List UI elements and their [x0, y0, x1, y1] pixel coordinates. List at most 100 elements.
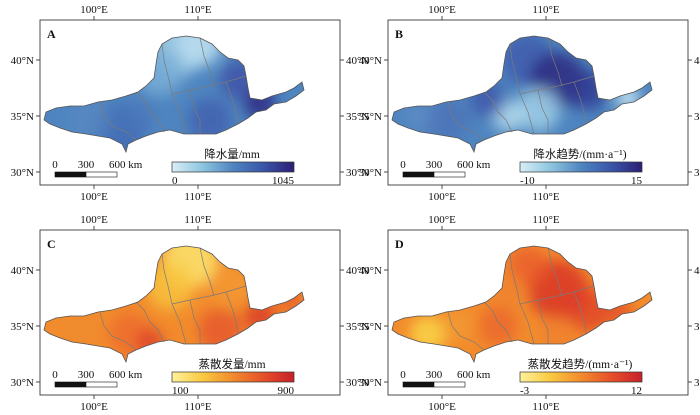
lat-label-left: 40°N: [359, 55, 382, 67]
colorbar-ramp: [519, 371, 643, 383]
colorbar-max: 1045: [272, 175, 295, 187]
lon-label-top: 100°E: [80, 4, 108, 16]
lat-label-right: 30°N: [694, 377, 700, 389]
value-patch: [516, 88, 560, 132]
colorbar: 降水量/mm 0 1045: [171, 147, 295, 187]
scale-label-300: 300: [78, 159, 95, 171]
lon-label-bottom: 110°E: [532, 191, 559, 203]
colorbar-min: -3: [520, 385, 530, 397]
colorbar-min: 100: [172, 385, 189, 397]
province-boundary: [189, 299, 201, 344]
lon-label-top: 100°E: [428, 214, 456, 226]
scale-label-600: 600 km: [109, 159, 143, 171]
province-boundary: [135, 301, 165, 343]
lon-label-top: 110°E: [184, 4, 211, 16]
scale-label-300: 300: [78, 369, 95, 381]
lat-label-right: 40°N: [694, 55, 700, 67]
lat-label-left: 40°N: [11, 265, 34, 277]
colorbar-title: 蒸散发量/mm: [198, 357, 265, 371]
scale-label-600: 600 km: [109, 369, 143, 381]
lon-label-top: 100°E: [80, 214, 108, 226]
province-boundary: [483, 301, 513, 343]
scale-label-0: 0: [52, 369, 58, 381]
lon-label-top: 110°E: [532, 214, 559, 226]
colorbar-max: 900: [278, 385, 295, 397]
scale-label-300: 300: [426, 369, 443, 381]
panel-label: B: [395, 27, 403, 41]
province-boundary: [547, 247, 563, 297]
lat-label-right: 30°N: [346, 377, 369, 389]
lat-label-left: 30°N: [359, 167, 382, 179]
value-patch: [178, 36, 222, 66]
lat-label-right: 35°N: [346, 111, 369, 123]
lat-label-left: 35°N: [11, 111, 34, 123]
lat-label-left: 30°N: [11, 167, 34, 179]
colorbar-min: 0: [172, 175, 178, 187]
lon-label-bottom: 100°E: [80, 401, 108, 413]
lon-label-bottom: 100°E: [80, 191, 108, 203]
lon-label-top: 100°E: [428, 4, 456, 16]
lat-label-right: 35°N: [694, 111, 700, 123]
basin-outline: [43, 35, 305, 154]
basin-outline: [43, 245, 305, 364]
province-boundary: [171, 285, 247, 305]
scale-segment-light: [433, 381, 466, 388]
province-boundary: [199, 37, 215, 87]
value-patch: [60, 310, 100, 350]
lat-label-left: 40°N: [11, 55, 34, 67]
lat-label-left: 35°N: [359, 111, 382, 123]
lon-label-bottom: 110°E: [184, 401, 211, 413]
province-boundary: [161, 253, 187, 345]
scale-segment-light: [85, 171, 118, 178]
province-boundary: [509, 253, 535, 345]
panel-label: C: [47, 237, 56, 251]
colorbar-max: 12: [631, 385, 642, 397]
province-boundary: [99, 101, 137, 141]
province-boundary: [135, 91, 165, 133]
scale-bar: 0 300 600 km: [400, 159, 491, 178]
province-boundary: [447, 101, 485, 141]
scale-label-0: 0: [52, 159, 58, 171]
scale-label-0: 0: [400, 369, 406, 381]
lat-label-right: 35°N: [694, 321, 700, 333]
colorbar: 蒸散发量/mm 100 900: [171, 357, 295, 397]
scale-label-0: 0: [400, 159, 406, 171]
map-panel-D: D 100°E 100°E 110°E 110°E 40°N 40°N 35°N 35°N 30°…: [359, 214, 700, 413]
lon-label-top: 110°E: [184, 214, 211, 226]
value-patch: [188, 98, 232, 142]
scale-bar: 0 300 600 km: [52, 369, 143, 388]
province-boundary: [225, 81, 239, 125]
lat-label-left: 40°N: [359, 265, 382, 277]
lon-label-bottom: 110°E: [184, 191, 211, 203]
colorbar-min: -10: [520, 175, 535, 187]
province-boundary: [189, 89, 201, 134]
province-boundary: [99, 311, 137, 351]
value-patch: [146, 262, 194, 310]
lat-label-right: 40°N: [346, 265, 369, 277]
lon-label-top: 110°E: [532, 4, 559, 16]
lat-label-left: 35°N: [359, 321, 382, 333]
colorbar: 降水趋势/(mm·a⁻¹) -10 15: [519, 147, 643, 187]
province-boundary: [519, 75, 595, 95]
value-patch: [68, 98, 112, 142]
scale-label-300: 300: [426, 159, 443, 171]
value-patch: [442, 310, 474, 342]
province-boundary: [171, 75, 247, 95]
lat-label-right: 40°N: [694, 265, 700, 277]
scale-bar: 0 300 600 km: [52, 159, 143, 178]
basin-outline: [391, 245, 653, 364]
lat-label-left: 35°N: [11, 321, 34, 333]
scale-segment-light: [85, 381, 118, 388]
colorbar-ramp: [171, 161, 295, 173]
panel-label: D: [395, 237, 404, 251]
value-patch: [426, 98, 470, 142]
map-panel-B: B 100°E 100°E 110°E 110°E 40°N 40°N 35°N 35°N 30°…: [359, 4, 700, 203]
scale-label-600: 600 km: [457, 159, 491, 171]
province-boundary: [225, 291, 239, 335]
lat-label-right: 30°N: [694, 167, 700, 179]
scale-segment-light: [433, 171, 466, 178]
scale-segment-dark: [402, 171, 435, 178]
scale-segment-dark: [402, 381, 435, 388]
basin-outline: [391, 35, 653, 154]
province-boundary: [509, 43, 535, 135]
